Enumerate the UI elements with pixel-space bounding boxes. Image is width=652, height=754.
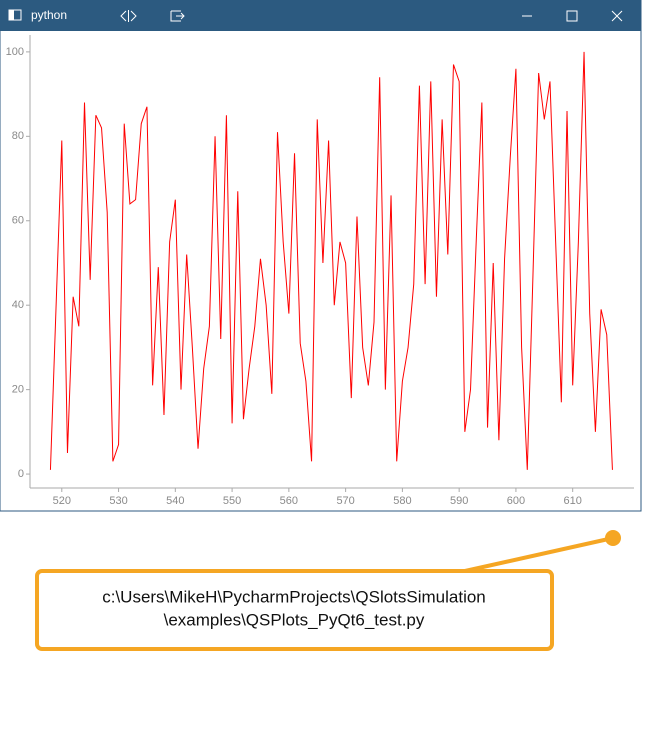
plot: 0 20 40 60 80 100 520 530 540 550 560 570 580 590 600 6… bbox=[6, 35, 634, 507]
y-tick-label: 80 bbox=[12, 130, 24, 142]
x-tick-label: 570 bbox=[336, 495, 354, 507]
x-tick-label: 560 bbox=[280, 495, 298, 507]
x-tick-label: 550 bbox=[223, 495, 241, 507]
callout-text: \examples\QSPlots_PyQt6_test.py bbox=[164, 610, 425, 629]
close-button[interactable] bbox=[611, 10, 623, 22]
x-tick-label: 580 bbox=[393, 495, 411, 507]
x-tick-label: 540 bbox=[166, 495, 184, 507]
x-tick-label: 590 bbox=[450, 495, 468, 507]
title-bar bbox=[0, 0, 641, 31]
y-tick-label: 0 bbox=[18, 468, 24, 480]
x-tick-label: 520 bbox=[53, 495, 71, 507]
x-tick-label: 610 bbox=[564, 495, 582, 507]
maximize-button[interactable] bbox=[566, 10, 578, 22]
callout-text: c:\Users\MikeH\PycharmProjects\QSlotsSim… bbox=[102, 587, 486, 606]
x-tick-label: 600 bbox=[507, 495, 525, 507]
callout-pointer bbox=[464, 536, 614, 573]
callout-dot bbox=[605, 530, 621, 546]
window bbox=[0, 0, 642, 512]
snap-button[interactable] bbox=[120, 10, 137, 22]
y-tick-label: 60 bbox=[12, 215, 24, 227]
line-series bbox=[49, 51, 613, 470]
app-icon-part bbox=[9, 10, 14, 20]
y-tick-label: 20 bbox=[12, 384, 24, 396]
x-tick-label: 530 bbox=[109, 495, 127, 507]
window-title: python bbox=[31, 8, 67, 22]
share-button[interactable] bbox=[170, 10, 185, 22]
callout-box bbox=[35, 569, 554, 651]
y-tick-label: 40 bbox=[12, 299, 24, 311]
y-tick-label: 100 bbox=[6, 46, 24, 58]
